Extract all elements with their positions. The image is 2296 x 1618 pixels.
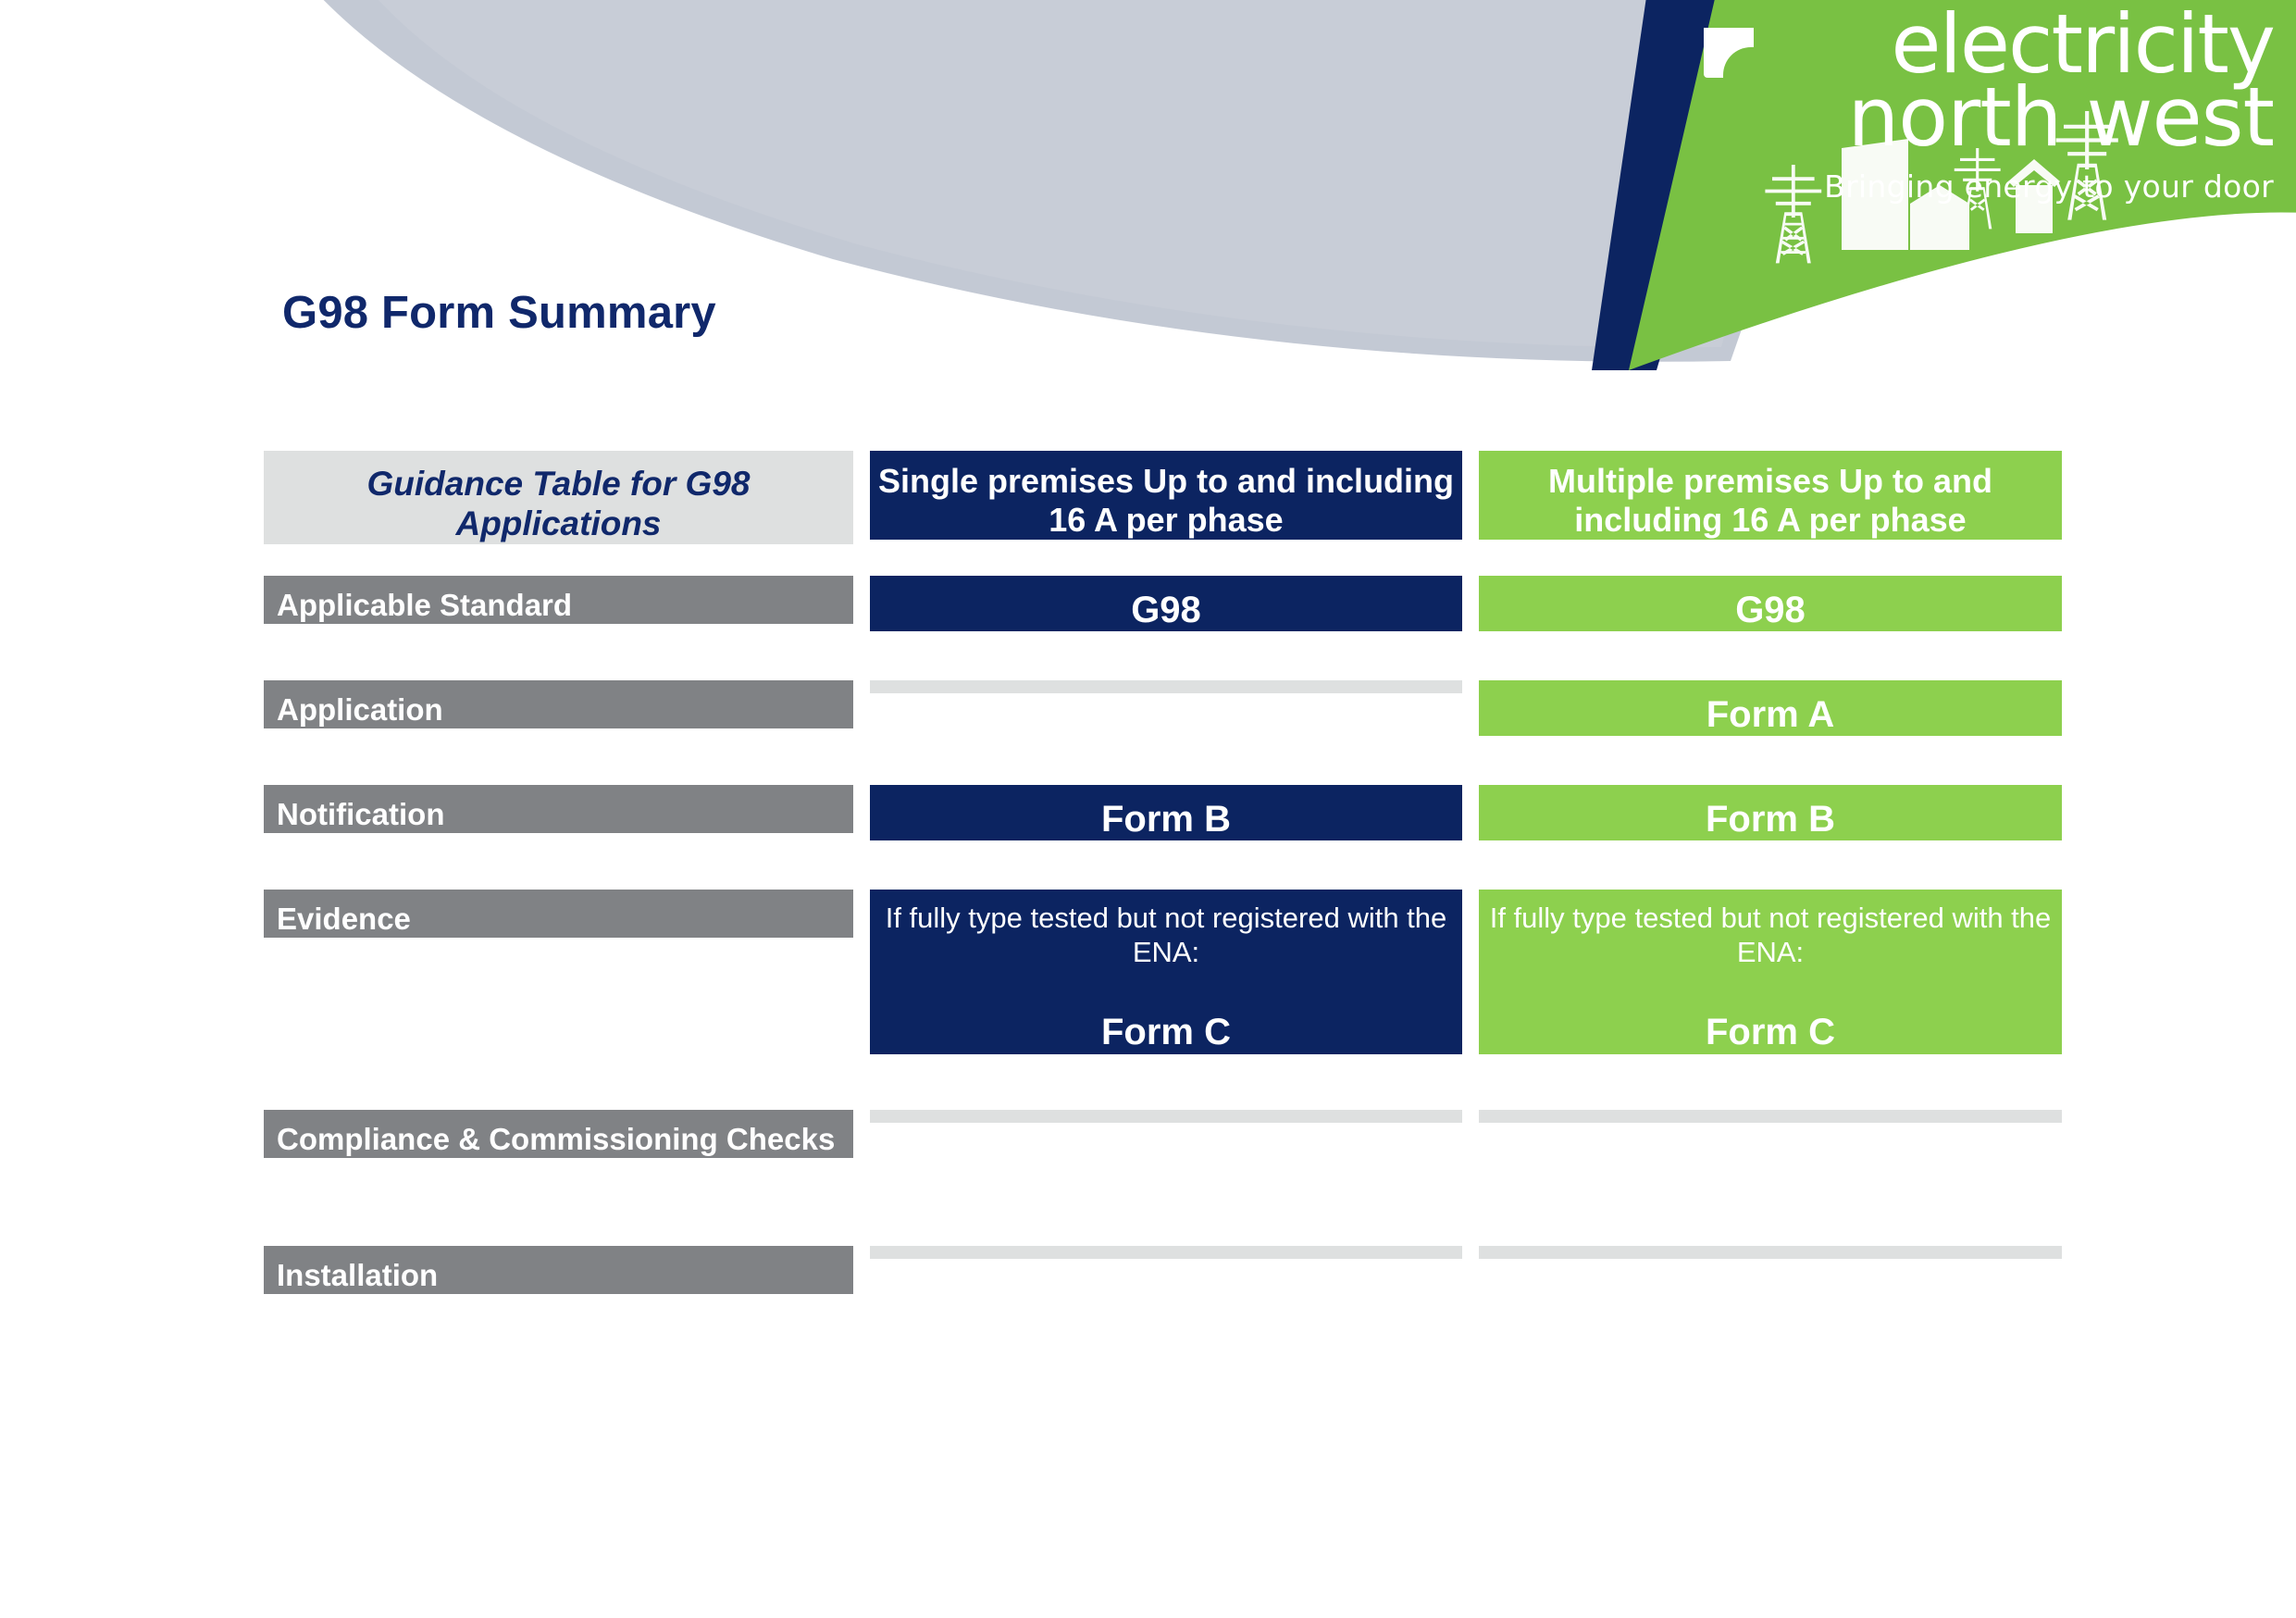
row-label-cell: Application xyxy=(264,680,853,772)
row-gap xyxy=(264,772,2062,785)
value-compliance-single xyxy=(870,1110,1462,1123)
row-label-cell: Installation xyxy=(264,1246,853,1358)
column-gap xyxy=(1462,451,1479,563)
logo-line-1: electricity xyxy=(1891,0,2276,92)
value-notification-multiple: Form B xyxy=(1479,785,2062,840)
table-row-applicable-standard: Applicable Standard G98 G98 xyxy=(264,576,2062,667)
row-gap xyxy=(264,563,2062,576)
header-label-guidance: Guidance Table for G98 Applications xyxy=(264,451,853,544)
row-label-installation: Installation xyxy=(264,1246,853,1294)
row-label-cell: Compliance & Commissioning Checks xyxy=(264,1110,853,1233)
value-cell-multiple xyxy=(1479,1110,2062,1233)
row-gap xyxy=(264,1097,2062,1110)
evidence-note-multiple: If fully type tested but not registered … xyxy=(1489,902,2052,969)
column-gap xyxy=(853,1110,870,1233)
header-label-multiple-premises: Multiple premises Up to and including 16… xyxy=(1479,451,2062,541)
value-cell-multiple: Form B xyxy=(1479,785,2062,877)
column-gap xyxy=(853,1246,870,1358)
evidence-form-multiple: Form C xyxy=(1706,1012,1835,1053)
logo-tagline: Bringing energy to your door xyxy=(1824,168,2274,205)
value-evidence-multiple: If fully type tested but not registered … xyxy=(1479,890,2062,1055)
table-header-row: Guidance Table for G98 Applications Sing… xyxy=(264,451,2062,563)
value-cell-multiple xyxy=(1479,1246,2062,1358)
column-gap xyxy=(853,680,870,772)
value-installation-multiple xyxy=(1479,1246,2062,1259)
value-cell-single xyxy=(870,1246,1462,1358)
value-cell-single xyxy=(870,680,1462,772)
value-cell-multiple: G98 xyxy=(1479,576,2062,667)
row-gap xyxy=(264,667,2062,680)
value-application-multiple: Form A xyxy=(1479,680,2062,736)
evidence-form-single: Form C xyxy=(1101,1012,1231,1053)
header-cell-guidance: Guidance Table for G98 Applications xyxy=(264,451,853,563)
value-cell-single: G98 xyxy=(870,576,1462,667)
logo-line-2: north west xyxy=(1847,69,2275,166)
row-label-application: Application xyxy=(264,680,853,728)
column-gap xyxy=(1462,785,1479,877)
value-applicable-standard-multiple: G98 xyxy=(1479,576,2062,631)
row-label-applicable-standard: Applicable Standard xyxy=(264,576,853,624)
value-application-single xyxy=(870,680,1462,693)
row-label-cell: Notification xyxy=(264,785,853,877)
row-gap xyxy=(264,877,2062,890)
column-gap xyxy=(853,890,870,1097)
header-label-single-premises: Single premises Up to and including 16 A… xyxy=(870,451,1462,541)
value-installation-single xyxy=(870,1246,1462,1259)
evidence-note-single: If fully type tested but not registered … xyxy=(885,902,1447,969)
page-title: G98 Form Summary xyxy=(282,288,716,338)
row-label-evidence: Evidence xyxy=(264,890,853,938)
table-row-installation: Installation xyxy=(264,1246,2062,1358)
value-evidence-single: If fully type tested but not registered … xyxy=(870,890,1462,1055)
column-gap xyxy=(1462,680,1479,772)
value-applicable-standard-single: G98 xyxy=(870,576,1462,631)
row-gap xyxy=(264,1233,2062,1246)
column-gap xyxy=(853,785,870,877)
value-cell-single xyxy=(870,1110,1462,1233)
column-gap xyxy=(1462,1246,1479,1358)
header-cell-multiple-premises: Multiple premises Up to and including 16… xyxy=(1479,451,2062,563)
table-row-notification: Notification Form B Form B xyxy=(264,785,2062,877)
header-cell-single-premises: Single premises Up to and including 16 A… xyxy=(870,451,1462,563)
column-gap xyxy=(853,576,870,667)
value-cell-single: If fully type tested but not registered … xyxy=(870,890,1462,1097)
value-cell-multiple: Form A xyxy=(1479,680,2062,772)
value-notification-single: Form B xyxy=(870,785,1462,840)
column-gap xyxy=(1462,890,1479,1097)
column-gap xyxy=(853,451,870,563)
row-label-notification: Notification xyxy=(264,785,853,833)
column-gap xyxy=(1462,576,1479,667)
row-label-cell: Evidence xyxy=(264,890,853,1097)
logo-flag-icon xyxy=(1704,28,1754,78)
table-row-evidence: Evidence If fully type tested but not re… xyxy=(264,890,2062,1097)
table-row-compliance-commissioning-checks: Compliance & Commissioning Checks xyxy=(264,1110,2062,1233)
column-gap xyxy=(1462,1110,1479,1233)
table-row-application: Application Form A xyxy=(264,680,2062,772)
row-label-compliance-commissioning-checks: Compliance & Commissioning Checks xyxy=(264,1110,853,1158)
g98-guidance-table: Guidance Table for G98 Applications Sing… xyxy=(264,451,2062,1358)
value-compliance-multiple xyxy=(1479,1110,2062,1123)
value-cell-multiple: If fully type tested but not registered … xyxy=(1479,890,2062,1097)
brand-logo: electricity north west Bringing energy t… xyxy=(1687,0,2279,205)
value-cell-single: Form B xyxy=(870,785,1462,877)
row-label-cell: Applicable Standard xyxy=(264,576,853,667)
